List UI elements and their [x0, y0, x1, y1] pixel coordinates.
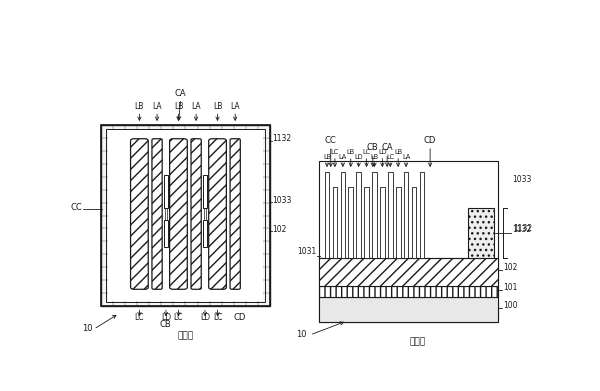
Text: LA: LA — [339, 154, 347, 160]
Text: CA: CA — [175, 89, 187, 98]
Text: 1031: 1031 — [298, 248, 317, 256]
FancyBboxPatch shape — [152, 139, 162, 289]
Bar — [404, 172, 409, 258]
Bar — [349, 187, 353, 258]
FancyBboxPatch shape — [191, 139, 201, 289]
Text: LB: LB — [323, 154, 331, 160]
Text: LC: LC — [134, 314, 144, 323]
Text: LD: LD — [378, 149, 386, 155]
Text: 102: 102 — [272, 224, 287, 233]
FancyBboxPatch shape — [230, 139, 241, 289]
Bar — [396, 187, 401, 258]
Bar — [101, 125, 271, 306]
Bar — [203, 220, 207, 247]
Text: LD: LD — [355, 154, 363, 160]
Text: LC: LC — [174, 314, 183, 323]
Bar — [325, 172, 329, 258]
Bar — [332, 187, 337, 258]
Text: LA: LA — [402, 154, 410, 160]
Text: LA: LA — [191, 102, 201, 111]
Bar — [164, 175, 168, 208]
Bar — [468, 208, 494, 258]
Text: 上视图: 上视图 — [178, 332, 193, 341]
Text: LD: LD — [200, 314, 210, 323]
Text: 10: 10 — [82, 324, 92, 333]
FancyBboxPatch shape — [170, 139, 187, 289]
Text: LB: LB — [370, 154, 379, 160]
Bar — [319, 286, 498, 297]
Text: LC: LC — [331, 149, 339, 155]
Bar — [106, 129, 265, 302]
Text: 100: 100 — [503, 301, 517, 310]
Bar — [203, 175, 207, 208]
Bar — [319, 297, 498, 323]
Text: LC: LC — [386, 154, 394, 160]
Text: LA: LA — [230, 102, 240, 111]
Bar — [388, 172, 392, 258]
Text: 10: 10 — [296, 330, 307, 339]
Text: CD: CD — [424, 136, 436, 145]
Text: 1132: 1132 — [272, 134, 292, 143]
Text: LA: LA — [152, 102, 162, 111]
FancyBboxPatch shape — [131, 139, 148, 289]
Text: CB: CB — [159, 320, 171, 329]
Bar — [319, 161, 498, 323]
Bar — [356, 172, 361, 258]
Bar — [412, 187, 416, 258]
Text: CA: CA — [382, 143, 393, 152]
Text: 102: 102 — [503, 263, 517, 272]
Text: CB: CB — [367, 143, 379, 152]
Bar — [164, 220, 168, 247]
Bar — [364, 187, 369, 258]
Text: 1132: 1132 — [514, 224, 533, 233]
Text: 1033: 1033 — [272, 196, 292, 204]
Text: LB: LB — [174, 102, 183, 111]
Bar — [341, 172, 345, 258]
Text: LB: LB — [394, 149, 402, 155]
Bar — [380, 187, 385, 258]
Text: 1132: 1132 — [512, 225, 531, 234]
Bar — [319, 258, 498, 286]
Text: CC: CC — [70, 203, 82, 212]
Bar — [372, 172, 377, 258]
Text: 1033: 1033 — [512, 175, 532, 184]
Text: 101: 101 — [503, 283, 517, 292]
Text: 侧视图: 侧视图 — [410, 337, 425, 346]
Text: CC: CC — [325, 136, 337, 145]
FancyBboxPatch shape — [209, 139, 226, 289]
Text: LB: LB — [347, 149, 355, 155]
Bar — [107, 130, 263, 301]
Bar — [101, 125, 271, 306]
Bar — [419, 172, 424, 258]
Text: LC: LC — [362, 149, 371, 155]
Text: LC: LC — [213, 314, 222, 323]
Text: LD: LD — [161, 314, 171, 323]
Text: LB: LB — [135, 102, 144, 111]
Text: LB: LB — [213, 102, 222, 111]
Text: CD: CD — [233, 314, 246, 323]
